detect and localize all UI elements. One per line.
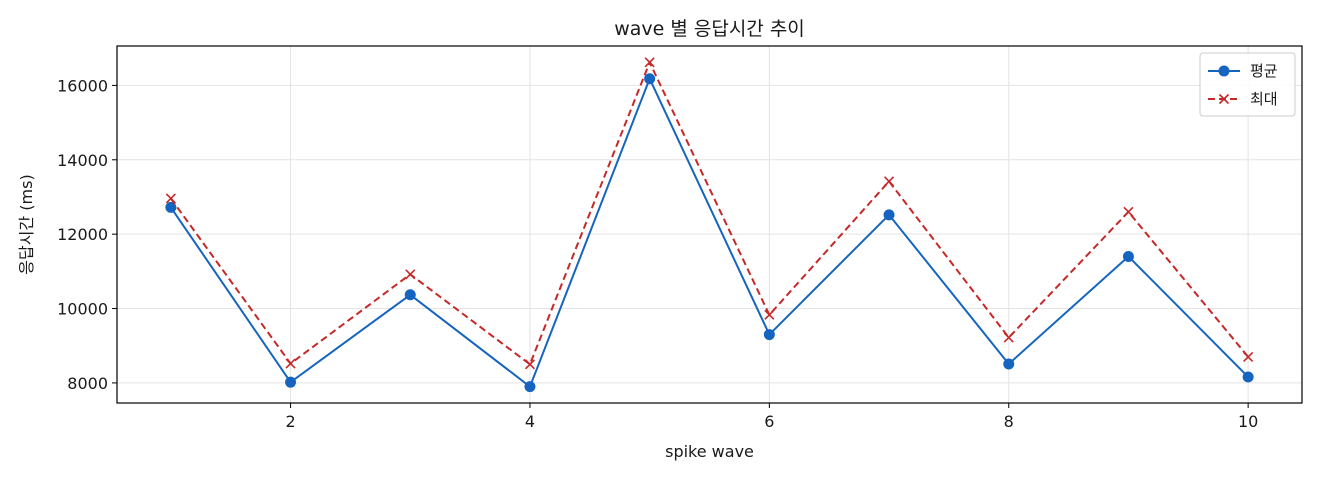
data-point-marker	[524, 359, 536, 370]
data-point-marker	[1243, 351, 1254, 362]
x-tick-label: 10	[1238, 412, 1258, 431]
data-point-marker	[524, 381, 536, 393]
y-tick-label: 16000	[57, 76, 108, 95]
data-point-marker	[644, 57, 655, 68]
data-point-marker	[764, 309, 775, 320]
data-point-marker	[883, 176, 895, 187]
y-tick-label: 10000	[57, 300, 108, 319]
data-point-marker	[1122, 250, 1134, 262]
y-tick-label: 12000	[57, 225, 108, 244]
x-tick-label: 8	[1004, 412, 1014, 431]
y-tick-label: 8000	[67, 374, 108, 393]
series-line	[170, 77, 1249, 388]
series-1	[165, 73, 1254, 393]
y-axis-label: 응답시간 (ms)	[17, 174, 36, 274]
x-axis-label: spike wave	[665, 442, 754, 461]
grid-lines	[117, 46, 1302, 403]
legend-label: 최대	[1250, 90, 1278, 108]
data-point-marker	[1123, 206, 1134, 217]
series-line	[170, 61, 1249, 366]
legend-item: 최대	[1208, 90, 1278, 108]
series-group	[165, 57, 1254, 393]
x-tick-label: 2	[285, 412, 295, 431]
y-tick-label: 14000	[57, 151, 108, 170]
data-point-marker	[1003, 332, 1014, 343]
legend-box	[1199, 52, 1296, 117]
series-2	[165, 57, 1254, 370]
data-point-marker	[1242, 371, 1254, 383]
data-point-marker	[1218, 93, 1230, 105]
data-point-marker	[285, 358, 296, 369]
data-point-marker	[763, 329, 775, 341]
data-point-marker	[405, 269, 416, 280]
data-point-marker	[165, 201, 177, 213]
x-tick-label: 6	[764, 412, 774, 431]
data-point-marker	[404, 289, 416, 301]
chart-title: wave 별 응답시간 추이	[614, 18, 805, 40]
legend-label: 평균	[1250, 62, 1278, 80]
data-point-marker	[165, 193, 176, 204]
data-point-marker	[285, 376, 297, 388]
axis-ticks: 2 4 6 8 10 8000 10000 12000 14000 16000	[57, 76, 1258, 431]
legend-item: 평균	[1208, 62, 1278, 80]
data-point-marker	[1003, 358, 1015, 370]
data-point-marker	[883, 209, 895, 221]
data-point-marker	[1218, 65, 1230, 77]
plot-area-frame	[116, 45, 1303, 404]
x-tick-label: 4	[525, 412, 535, 431]
data-point-marker	[644, 73, 656, 85]
